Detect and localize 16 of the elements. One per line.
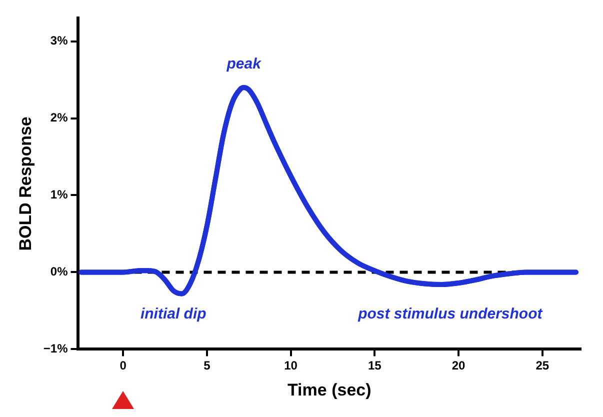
annotation: initial dip bbox=[140, 306, 206, 323]
y-tick-label: 2% bbox=[50, 110, 68, 125]
annotation: peak bbox=[226, 56, 262, 73]
x-tick-label: 5 bbox=[204, 358, 211, 373]
y-tick-label: 0% bbox=[50, 264, 68, 279]
x-tick-label: 0 bbox=[120, 358, 127, 373]
y-axis-title: BOLD Response bbox=[16, 116, 35, 251]
x-axis-title: Time (sec) bbox=[287, 380, 372, 400]
y-tick-label: 3% bbox=[50, 34, 68, 48]
x-tick-label: 10 bbox=[284, 358, 298, 373]
y-tick-label: 1% bbox=[50, 188, 68, 202]
x-tick-label: 15 bbox=[368, 358, 382, 373]
y-tick-label: −1% bbox=[43, 342, 68, 356]
x-tick-label: 20 bbox=[452, 358, 466, 373]
annotation: post stimulus undershoot bbox=[357, 306, 544, 323]
x-tick-label: 25 bbox=[536, 358, 550, 373]
